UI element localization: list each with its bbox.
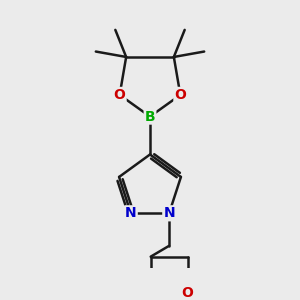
Text: O: O [182,286,194,300]
Text: N: N [125,206,137,220]
Text: O: O [174,88,186,102]
Text: O: O [114,88,126,102]
Text: B: B [145,110,155,124]
Text: N: N [163,206,175,220]
